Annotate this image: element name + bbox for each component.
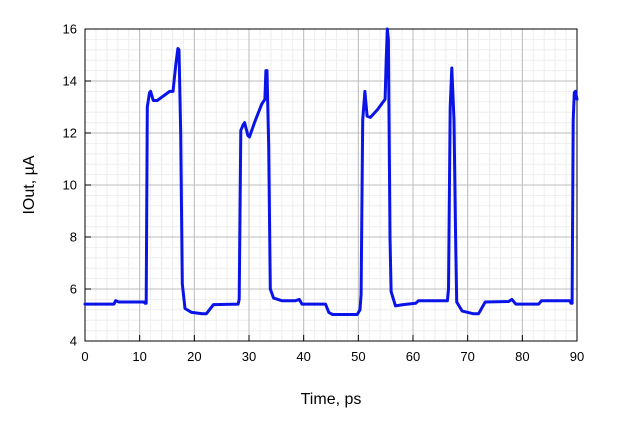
y-tick-label: 16 — [63, 22, 77, 37]
x-tick-label: 40 — [296, 349, 310, 364]
x-tick-label: 0 — [81, 349, 88, 364]
x-axis-tick-labels: 0 10 20 30 40 50 60 70 80 90 — [81, 349, 584, 364]
x-tick-label: 80 — [515, 349, 529, 364]
axis-ticks — [84, 28, 578, 342]
x-tick-label: 90 — [570, 349, 584, 364]
series-line-1 — [83, 27, 579, 316]
y-tick-label: 8 — [70, 230, 77, 245]
x-tick-label: 70 — [460, 349, 474, 364]
y-axis-tick-labels: 4 6 8 10 12 14 16 — [63, 22, 77, 349]
x-tick-label: 60 — [406, 349, 420, 364]
y-tick-label: 14 — [63, 74, 77, 89]
y-axis-title: IOut, µA — [21, 155, 38, 214]
y-tick-label: 6 — [70, 282, 77, 297]
x-tick-label: 50 — [351, 349, 365, 364]
x-tick-label: 20 — [187, 349, 201, 364]
y-tick-label: 4 — [70, 334, 77, 349]
y-tick-label: 10 — [63, 178, 77, 193]
x-tick-label: 30 — [242, 349, 256, 364]
y-tick-label: 12 — [63, 126, 77, 141]
x-tick-label: 10 — [132, 349, 146, 364]
major-grid — [84, 28, 578, 342]
series-layer — [83, 27, 579, 316]
x-axis-title: Time, ps — [301, 391, 362, 408]
